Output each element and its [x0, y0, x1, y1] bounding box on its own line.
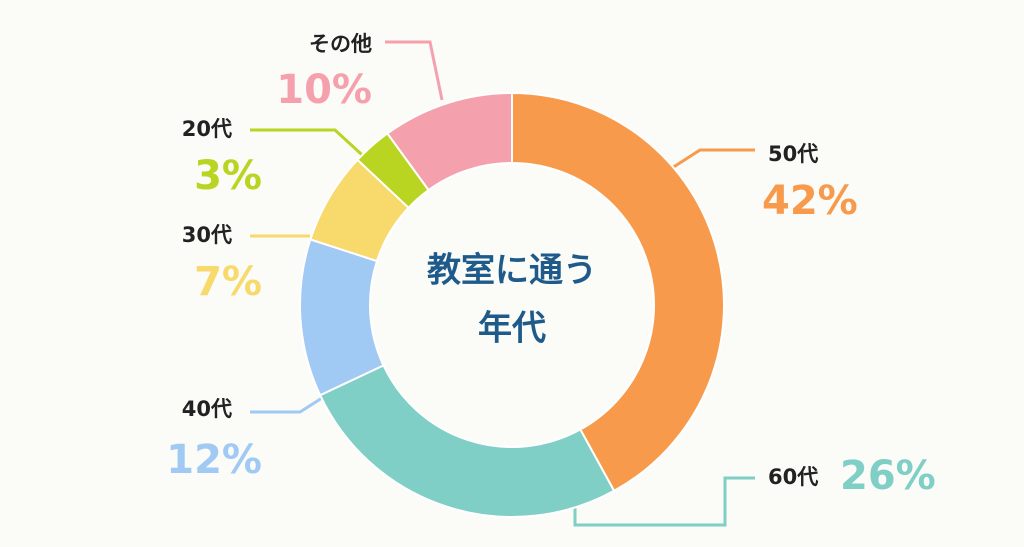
donut-slice	[299, 238, 385, 397]
slice-label: 60代	[768, 465, 818, 489]
value-label: 12%	[166, 437, 262, 483]
chart-title: 年代	[478, 309, 546, 349]
value-label: 3%	[194, 153, 262, 199]
slice-label: 50代	[768, 142, 818, 166]
value-label: 42%	[762, 178, 858, 224]
leader-line	[671, 148, 755, 170]
value-label: 10%	[276, 67, 372, 113]
value-label: 7%	[194, 259, 262, 305]
donut-slice	[309, 158, 410, 263]
leader-line	[250, 128, 374, 166]
slice-label: その他	[309, 32, 372, 56]
slice-label: 40代	[182, 397, 232, 421]
slice-label: 20代	[182, 117, 232, 141]
slice-label: 30代	[182, 223, 232, 247]
chart-title: 教室に通う	[427, 251, 597, 291]
value-label: 26%	[840, 453, 936, 499]
leader-line	[385, 40, 444, 101]
donut-slice	[511, 91, 725, 493]
leader-line	[250, 396, 323, 414]
donut-slice	[318, 364, 616, 518]
donut-slice	[356, 132, 430, 210]
leader-line	[573, 476, 755, 527]
